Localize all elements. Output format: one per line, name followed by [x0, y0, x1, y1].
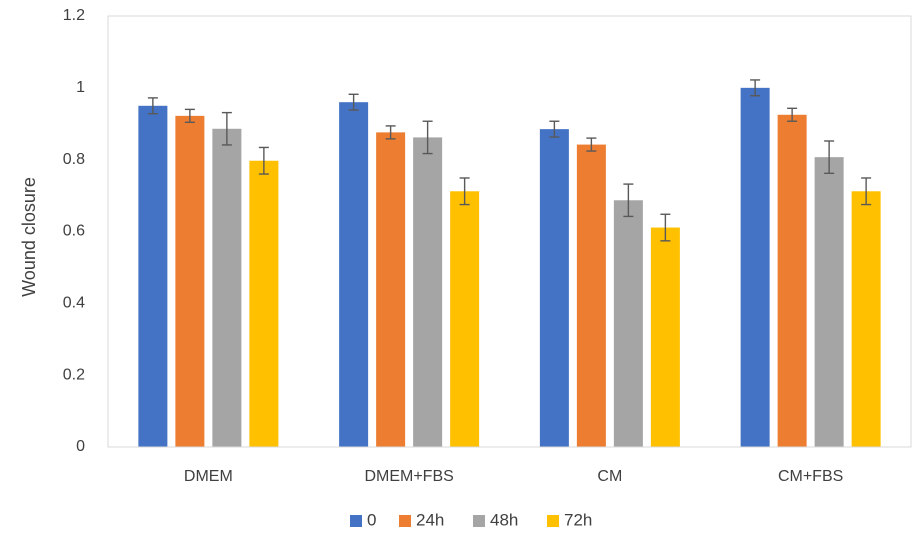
legend-label-0: 0 [367, 510, 376, 529]
legend-swatch-0 [350, 515, 362, 527]
bar-48h-DMEM+FBS [413, 137, 443, 448]
bar-0-DMEM [138, 105, 168, 448]
bar-48h-DMEM [212, 128, 242, 448]
bar-72h-CM+FBS [851, 191, 881, 447]
y-axis-title: Wound closure [19, 177, 39, 297]
x-category-label: DMEM+FBS [364, 468, 453, 485]
bar-0-DMEM+FBS [339, 102, 369, 447]
y-tick-label: 0.8 [63, 151, 85, 168]
legend-swatch-24h [399, 515, 411, 527]
legend-swatch-72h [547, 515, 559, 527]
x-category-label: CM [597, 468, 622, 485]
y-tick-label: 0.4 [63, 295, 85, 312]
bar-24h-CM+FBS [777, 114, 807, 447]
y-tick-label: 0.2 [63, 366, 85, 383]
bar-48h-CM+FBS [814, 157, 844, 447]
legend-label-48h: 48h [490, 510, 518, 529]
y-tick-label: 1.2 [63, 7, 85, 24]
bar-24h-DMEM [175, 115, 205, 448]
bar-0-CM [539, 129, 569, 447]
y-tick-label: 0.6 [63, 223, 85, 240]
legend-label-72h: 72h [564, 510, 592, 529]
bar-72h-DMEM+FBS [450, 191, 480, 447]
bar-72h-DMEM [249, 160, 279, 447]
x-category-label: CM+FBS [778, 468, 843, 485]
bar-24h-CM [576, 144, 606, 447]
bar-72h-CM [650, 227, 680, 447]
y-tick-label: 1 [76, 79, 85, 96]
bar-48h-CM [613, 200, 643, 447]
bar-24h-DMEM+FBS [376, 132, 406, 447]
bar-0-CM+FBS [740, 87, 770, 447]
legend-swatch-48h [473, 515, 485, 527]
y-tick-label: 0 [76, 438, 85, 455]
x-category-label: DMEM [184, 468, 233, 485]
legend-label-24h: 24h [416, 510, 444, 529]
